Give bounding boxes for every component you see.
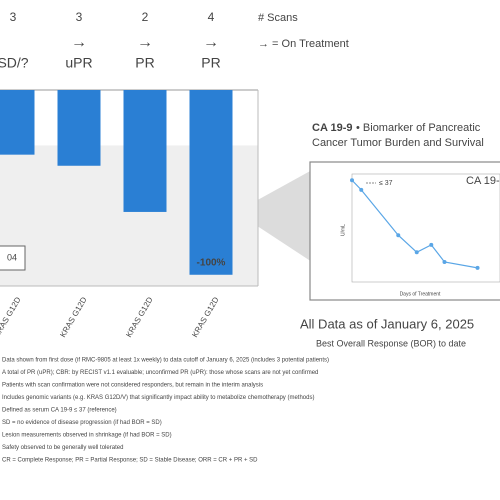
footnote: Patients with scan confirmation were not…	[2, 383, 263, 389]
series-point	[414, 250, 419, 255]
footer-title: All Data as of January 6, 2025	[300, 316, 474, 331]
response-label: PR	[201, 55, 220, 71]
legend-box	[0, 245, 26, 271]
footnote: Safety observed to be generally well tol…	[2, 445, 123, 451]
footer-subtitle: Best Overall Response (BOR) to date	[316, 338, 466, 348]
x-tick-label: KRAS G12D	[124, 295, 154, 339]
scan-count: 4	[208, 10, 215, 24]
bar	[189, 90, 233, 275]
series-point	[475, 265, 480, 270]
value-label: -100%	[197, 257, 226, 268]
on-treatment-arrow: →	[203, 34, 219, 51]
legend-box-text: 04	[7, 252, 17, 262]
footnote: Defined as serum CA 19-9 ≤ 37 (reference…	[2, 408, 117, 414]
x-tick-label: KRAS G12D	[190, 295, 220, 339]
scans-label: # Scans	[258, 12, 298, 24]
footnote: Includes genomic variants (e.g. KRAS G12…	[2, 395, 314, 401]
on-treatment-arrow: →	[137, 34, 153, 51]
scan-count: 2	[142, 10, 149, 24]
series-point	[442, 259, 447, 264]
x-axis-label: Days of Treatment	[400, 291, 441, 297]
response-label: PR	[135, 55, 154, 71]
footnote: A total of PR (uPR); CBR: by RECIST v1.1…	[2, 370, 318, 376]
plot-area	[351, 173, 500, 283]
bar	[123, 90, 167, 212]
x-tick-label: KRAS G12D	[0, 295, 23, 339]
bar	[0, 90, 35, 155]
treatment-label: → = On Treatment	[258, 38, 349, 50]
response-label: uPR	[65, 55, 92, 71]
scan-count: 3	[10, 10, 17, 24]
inset-title: CA 19-9	[312, 122, 353, 134]
inset-subtitle: • Biomarker of Pancreatic	[356, 122, 481, 134]
bar	[57, 90, 101, 166]
footnote: Data shown from first dose (if RMC-9805 …	[2, 358, 329, 364]
y-axis-label: U/mL	[340, 224, 346, 236]
series-point	[396, 233, 401, 238]
series-point	[350, 178, 354, 183]
inset-subtitle: Cancer Tumor Burden and Survival	[312, 137, 484, 149]
footnote: SD = no evidence of disease progression …	[2, 420, 162, 426]
response-label: SD/?	[0, 55, 29, 71]
reference-label: ≤ 37	[379, 180, 393, 187]
callout-wedge	[236, 170, 312, 262]
series-point	[429, 242, 434, 247]
x-tick-label: KRAS G12D	[58, 295, 88, 339]
series-label: CA 19-9	[466, 175, 500, 187]
series-point	[359, 187, 364, 192]
footnote: CR = Complete Response; PR = Partial Res…	[2, 458, 258, 464]
scan-count: 3	[76, 10, 83, 24]
on-treatment-arrow: →	[71, 34, 87, 51]
footnote: Lesion measurements observed in shrinkag…	[2, 433, 172, 439]
